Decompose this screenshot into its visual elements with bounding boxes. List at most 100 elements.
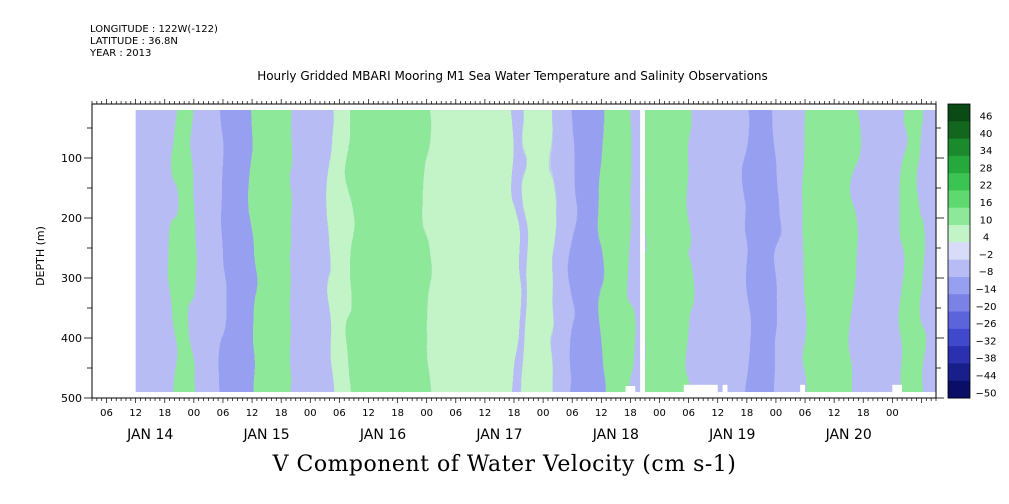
plot-frame [91, 99, 937, 403]
colorbar-swatch [948, 104, 970, 122]
field-band [523, 110, 553, 392]
field-band [601, 110, 631, 392]
x-hour-label: 18 [624, 408, 637, 419]
colorbar-swatch [948, 138, 970, 157]
chart-title: Hourly Gridded MBARI Mooring M1 Sea Wate… [257, 69, 768, 83]
x-hour-label: 06 [217, 408, 230, 419]
colorbar-swatch [948, 207, 970, 226]
colorbar-swatch [948, 311, 970, 330]
colorbar-border [947, 103, 971, 399]
colorbar-label: 22 [980, 181, 993, 192]
field-band [644, 110, 689, 392]
colorbar-swatch [948, 121, 970, 140]
colorbar-label: 34 [980, 146, 993, 157]
colorbar-label: −50 [975, 388, 996, 399]
longitude-label: LONGITUDE : 122W(-122) [90, 24, 218, 35]
field-layer [135, 110, 937, 392]
x-hour-label: 18 [158, 408, 171, 419]
colorbar-label: −38 [975, 354, 996, 365]
y-tick-label: 100 [61, 152, 82, 165]
x-hour-label: 00 [886, 408, 899, 419]
field-band [688, 110, 747, 392]
x-hour-label: 18 [740, 408, 753, 419]
colorbar-swatch [948, 363, 970, 382]
x-day-label: JAN 14 [126, 427, 173, 443]
field-band [252, 110, 291, 392]
colorbar-label: −8 [979, 267, 994, 278]
missing-data-gap [640, 110, 645, 398]
x-hour-label: 12 [129, 408, 142, 419]
x-day-label: JAN 18 [592, 427, 639, 443]
x-hour-label: 00 [537, 408, 550, 419]
colorbar-label: −44 [975, 371, 996, 382]
missing-data-gap [683, 384, 718, 398]
field-band [921, 110, 936, 392]
x-hour-label: 00 [770, 408, 783, 419]
x-day-label: JAN 16 [359, 427, 406, 443]
field-band [775, 110, 806, 392]
colorbar-swatch [948, 328, 970, 347]
field-band [514, 110, 524, 392]
x-hour-label: 12 [595, 408, 608, 419]
colorbar-label: 10 [980, 215, 993, 226]
field-band [329, 110, 350, 392]
data-field [135, 110, 937, 392]
colorbar-swatch [948, 294, 970, 313]
metadata-block: LONGITUDE : 122W(-122) LATITUDE : 36.8N … [90, 24, 218, 60]
y-tick-label: 400 [61, 332, 82, 345]
field-band [805, 110, 854, 392]
colorbar-label: −2 [979, 250, 994, 261]
colorbar-label: 28 [980, 163, 993, 174]
field-band [902, 110, 922, 392]
x-hour-label: 00 [653, 408, 666, 419]
colorbar-label: 40 [980, 129, 993, 140]
field-band [572, 110, 602, 392]
colorbar-swatch [948, 173, 970, 191]
year-label: YEAR : 2013 [90, 48, 152, 59]
x-hour-label: 06 [799, 408, 812, 419]
x-hour-label: 12 [246, 408, 259, 419]
colorbar-label: 4 [983, 233, 989, 244]
colorbar-swatch [948, 225, 970, 243]
field-band [222, 110, 253, 392]
x-hour-label: 06 [566, 408, 579, 419]
colorbar-label: 16 [980, 198, 993, 209]
x-hour-label: 06 [100, 408, 113, 419]
colorbar-swatch [948, 242, 970, 261]
x-hour-label: 06 [333, 408, 346, 419]
field-band [193, 110, 223, 392]
field-band [135, 110, 175, 392]
field-band [426, 110, 514, 392]
y-tick-label: 300 [61, 272, 82, 285]
x-day-label: JAN 19 [708, 427, 755, 443]
colorbar: 46 40 34 28 22 16 10 4 −2 −8 −14 −20 −26 −32 −38 −44 −50 [947, 103, 997, 399]
field-band [853, 110, 903, 392]
colorbar-label: −26 [975, 319, 996, 330]
x-day-label: JAN 17 [475, 427, 522, 443]
x-hour-label: 12 [479, 408, 492, 419]
colorbar-swatch [948, 155, 970, 174]
field-band [552, 110, 573, 392]
x-day-label: JAN 15 [243, 427, 290, 443]
y-axis: 100 200 300 400 500 [61, 127, 944, 405]
x-hour-label: 00 [187, 408, 200, 419]
missing-data-gap [800, 384, 806, 398]
missing-data [625, 110, 903, 398]
x-hour-label: 06 [682, 408, 695, 419]
x-hour-label: 18 [391, 408, 404, 419]
colorbar-swatch [948, 190, 970, 209]
colorbar-label: 46 [980, 112, 993, 123]
field-band [174, 110, 194, 392]
x-hour-label: 00 [420, 408, 433, 419]
x-hour-label: 18 [857, 408, 870, 419]
x-hour-label: 18 [275, 408, 288, 419]
y-tick-label: 200 [61, 212, 82, 225]
y-tick-label: 500 [61, 392, 82, 405]
colorbar-label: −32 [975, 336, 996, 347]
x-hour-label: 18 [508, 408, 521, 419]
field-band [349, 110, 427, 392]
colorbar-swatch [948, 276, 970, 295]
colorbar-swatch [948, 259, 970, 278]
latitude-label: LATITUDE : 36.8N [90, 36, 178, 47]
